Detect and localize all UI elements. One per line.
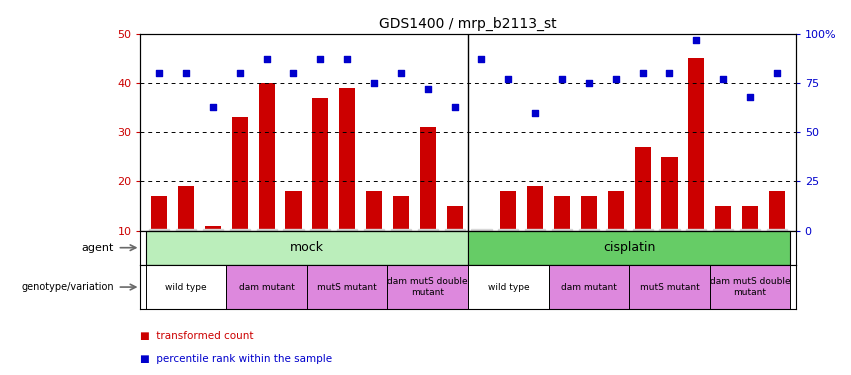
Bar [635, 147, 651, 231]
Point [368, 80, 381, 86]
Text: genotype/variation: genotype/variation [21, 282, 114, 292]
Title: GDS1400 / mrp_b2113_st: GDS1400 / mrp_b2113_st [380, 17, 557, 32]
Point [287, 70, 300, 76]
Bar [742, 206, 758, 231]
Text: wild type: wild type [165, 283, 207, 292]
Bar [554, 196, 570, 231]
Point [340, 56, 354, 62]
Bar [307, 265, 387, 309]
Point [609, 76, 623, 82]
Point [421, 86, 435, 92]
Bar [688, 58, 705, 231]
Point [770, 70, 784, 76]
Text: dam mutant: dam mutant [561, 283, 617, 292]
Bar [312, 98, 328, 231]
Bar [387, 265, 468, 309]
Bar [151, 196, 168, 231]
Bar [661, 157, 677, 231]
Point [663, 70, 677, 76]
Bar [178, 186, 194, 231]
Bar [715, 206, 731, 231]
Point [528, 110, 542, 116]
Bar [549, 265, 629, 309]
Text: mock: mock [290, 241, 324, 254]
Bar [468, 265, 549, 309]
Text: ■  percentile rank within the sample: ■ percentile rank within the sample [140, 354, 333, 364]
Bar [285, 191, 301, 231]
Point [394, 70, 408, 76]
Text: agent: agent [82, 243, 114, 253]
Bar [146, 265, 226, 309]
Point [582, 80, 596, 86]
Bar [420, 127, 436, 231]
Text: cisplatin: cisplatin [603, 241, 655, 254]
Bar [468, 231, 791, 265]
Point [313, 56, 327, 62]
Bar [146, 231, 468, 265]
Point [475, 56, 488, 62]
Bar [527, 186, 543, 231]
Bar [259, 83, 275, 231]
Bar [500, 191, 517, 231]
Point [180, 70, 193, 76]
Bar [231, 117, 248, 231]
Point [152, 70, 166, 76]
Point [555, 76, 568, 82]
Bar [340, 88, 355, 231]
Bar [608, 191, 624, 231]
Bar [226, 265, 307, 309]
Point [636, 70, 649, 76]
Text: ■  transformed count: ■ transformed count [140, 332, 254, 341]
Bar [710, 265, 791, 309]
Point [689, 37, 703, 43]
Point [260, 56, 273, 62]
Point [743, 94, 757, 100]
Point [717, 76, 730, 82]
Bar [447, 206, 463, 231]
Bar [393, 196, 409, 231]
Bar [366, 191, 382, 231]
Bar [768, 191, 785, 231]
Text: dam mutS double
mutant: dam mutS double mutant [710, 278, 791, 297]
Text: wild type: wild type [488, 283, 529, 292]
Text: dam mutS double
mutant: dam mutS double mutant [387, 278, 468, 297]
Point [501, 76, 515, 82]
Bar [629, 265, 710, 309]
Bar [581, 196, 597, 231]
Point [448, 104, 461, 110]
Point [206, 104, 220, 110]
Text: mutS mutant: mutS mutant [317, 283, 377, 292]
Point [233, 70, 247, 76]
Text: dam mutant: dam mutant [238, 283, 294, 292]
Text: mutS mutant: mutS mutant [640, 283, 700, 292]
Bar [205, 226, 221, 231]
